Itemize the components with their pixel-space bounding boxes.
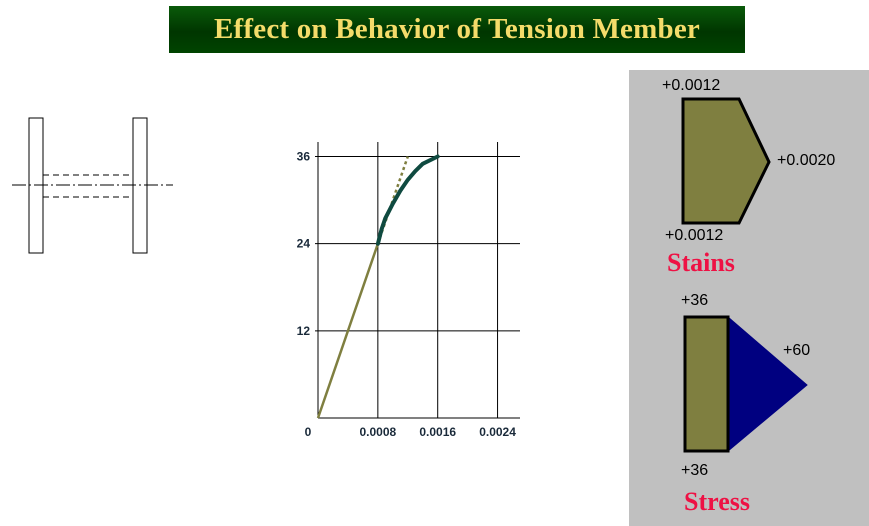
chart-axes <box>317 142 520 419</box>
y-tick-label: 12 <box>297 324 311 338</box>
strain-bottom-value: +0.0012 <box>665 227 724 244</box>
page-title: Effect on Behavior of Tension Member <box>214 13 700 45</box>
strain-peak-value: +0.0020 <box>777 152 836 169</box>
y-tick-label: 36 <box>297 150 311 164</box>
stress-bottom-value: +36 <box>681 462 709 479</box>
chart-tick-labels: 0 0.0008 0.0016 0.0024 12 24 36 <box>297 150 517 439</box>
x-tick-label: 0.0008 <box>360 425 397 439</box>
stress-strain-chart: 0 0.0008 0.0016 0.0024 12 24 36 <box>297 142 520 439</box>
chart-series <box>316 154 440 419</box>
stress-peak-value: +60 <box>783 342 811 359</box>
x-tick-label: 0.0024 <box>479 425 516 439</box>
stress-plastic-region <box>727 315 808 453</box>
tension-member-sketch <box>12 117 173 254</box>
x-tick-label: 0.0016 <box>419 425 456 439</box>
title-banner: Effect on Behavior of Tension Member <box>169 6 745 53</box>
chart-grid <box>315 142 520 418</box>
strain-top-value: +0.0012 <box>662 77 721 94</box>
series-inelastic <box>375 154 440 246</box>
stress-top-value: +36 <box>681 292 709 309</box>
distribution-panel: +0.0012 +0.0020 +0.0012 Stains +36 +60 +… <box>629 70 869 526</box>
strain-distribution-shape <box>681 97 771 225</box>
x-tick-label: 0 <box>305 425 312 439</box>
stress-yield-region <box>683 315 730 453</box>
series-linear-elastic <box>316 243 380 419</box>
y-tick-label: 24 <box>297 237 311 251</box>
stress-label: Stress <box>684 487 750 516</box>
strain-label: Stains <box>667 248 735 277</box>
